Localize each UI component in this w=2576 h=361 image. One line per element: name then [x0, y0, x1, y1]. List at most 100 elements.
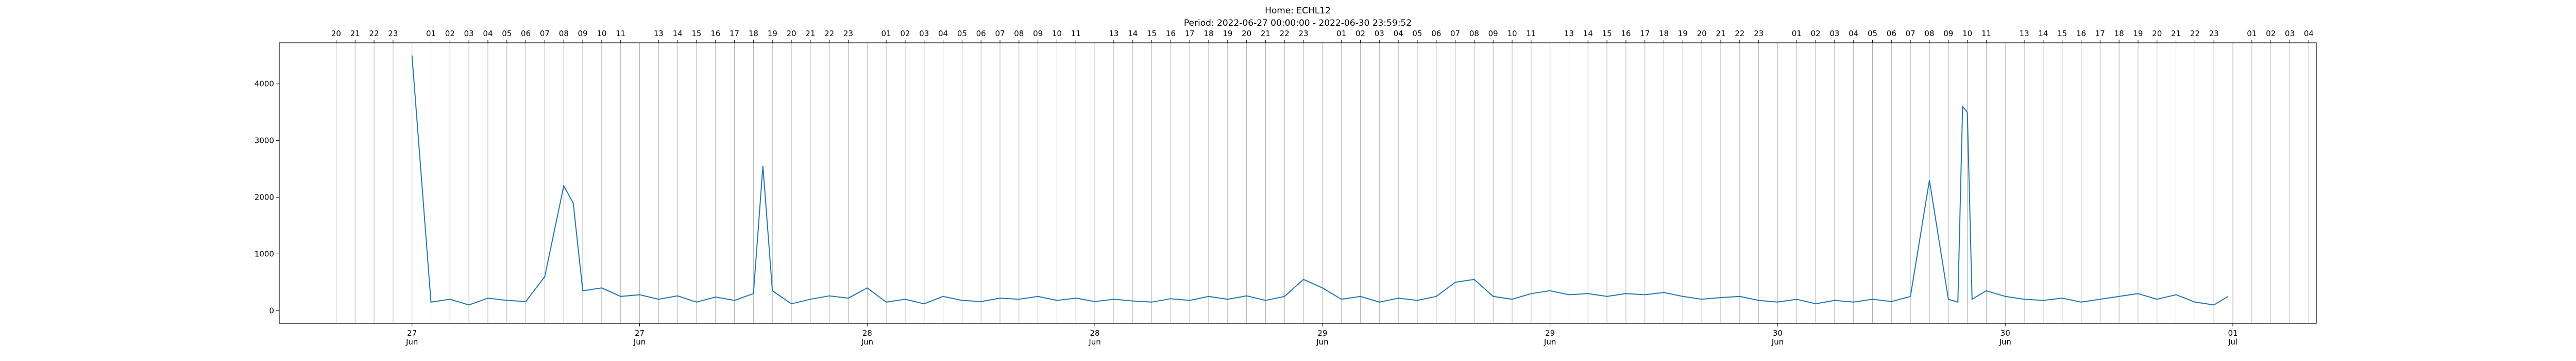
- top-tick-label: 23: [388, 29, 398, 38]
- top-tick-label: 07: [1450, 29, 1460, 38]
- top-tick-label: 04: [1394, 29, 1403, 38]
- top-tick-label: 02: [1355, 29, 1365, 38]
- top-tick-label: 22: [369, 29, 379, 38]
- top-tick-label: 20: [331, 29, 341, 38]
- top-tick-label: 15: [1147, 29, 1157, 38]
- top-tick-label: 04: [1849, 29, 1858, 38]
- top-tick-label: 19: [1223, 29, 1232, 38]
- top-tick-label: 19: [2133, 29, 2143, 38]
- y-tick-label: 2000: [255, 192, 274, 202]
- top-tick-label: 17: [2095, 29, 2105, 38]
- top-tick-label: 21: [805, 29, 815, 38]
- top-tick-label: 20: [786, 29, 796, 38]
- chart-title: Home: ECHL12: [1265, 6, 1331, 16]
- top-tick-label: 22: [1735, 29, 1744, 38]
- top-tick-label: 16: [1621, 29, 1631, 38]
- data-line: [411, 55, 2229, 306]
- top-tick-label: 05: [1412, 29, 1422, 38]
- top-tick-label: 23: [1298, 29, 1308, 38]
- top-tick-label: 11: [1526, 29, 1536, 38]
- top-tick-label: 03: [1829, 29, 1839, 38]
- top-tick-label: 03: [1375, 29, 1384, 38]
- top-tick-label: 20: [1242, 29, 1251, 38]
- top-tick-label: 04: [938, 29, 948, 38]
- top-tick-label: 05: [957, 29, 967, 38]
- x-tick-label: 01 Jul: [2228, 329, 2238, 347]
- top-tick-label: 21: [1716, 29, 1725, 38]
- top-tick-label: 06: [976, 29, 986, 38]
- top-tick-label: 18: [1204, 29, 1213, 38]
- top-tick-label: 18: [1659, 29, 1669, 38]
- top-tick-label: 21: [1261, 29, 1270, 38]
- y-tick-label: 1000: [255, 249, 274, 258]
- top-tick-label: 17: [1640, 29, 1650, 38]
- top-tick-label: 09: [578, 29, 588, 38]
- top-tick-label: 10: [1962, 29, 1972, 38]
- x-tick-label: 28 Jun: [861, 329, 873, 347]
- top-tick-label: 13: [1564, 29, 1574, 38]
- top-tick-label: 06: [521, 29, 531, 38]
- top-tick-label: 11: [616, 29, 625, 38]
- top-tick-label: 10: [1052, 29, 1062, 38]
- top-tick-label: 08: [559, 29, 569, 38]
- top-tick-label: 16: [2076, 29, 2086, 38]
- top-tick-label: 02: [2266, 29, 2276, 38]
- top-tick-label: 01: [1336, 29, 1346, 38]
- top-tick-label: 02: [1811, 29, 1821, 38]
- chart-subtitle: Period: 2022-06-27 00:00:00 - 2022-06-30…: [1184, 18, 1412, 28]
- top-tick-label: 01: [1792, 29, 1802, 38]
- top-tick-label: 10: [597, 29, 606, 38]
- y-tick-label: 3000: [255, 136, 274, 145]
- top-tick-label: 14: [1583, 29, 1593, 38]
- top-tick-label: 02: [445, 29, 455, 38]
- top-tick-label: 13: [2019, 29, 2029, 38]
- top-tick-label: 17: [1185, 29, 1195, 38]
- top-tick-label: 04: [483, 29, 493, 38]
- x-tick-label: 30 Jun: [1771, 329, 1784, 347]
- top-tick-label: 08: [1014, 29, 1024, 38]
- top-tick-label: 07: [995, 29, 1005, 38]
- top-tick-label: 20: [1697, 29, 1707, 38]
- top-tick-label: 11: [1071, 29, 1081, 38]
- x-tick-label: 27 Jun: [633, 329, 646, 347]
- top-tick-label: 21: [2171, 29, 2181, 38]
- top-tick-label: 01: [426, 29, 436, 38]
- top-tick-label: 08: [1469, 29, 1479, 38]
- top-tick-label: 01: [2247, 29, 2257, 38]
- top-tick-label: 14: [673, 29, 683, 38]
- top-tick-label: 09: [1943, 29, 1953, 38]
- top-tick-label: 06: [1431, 29, 1441, 38]
- x-tick-label: 28 Jun: [1088, 329, 1100, 347]
- top-tick-label: 02: [900, 29, 910, 38]
- top-tick-label: 20: [2152, 29, 2162, 38]
- top-tick-label: 18: [2114, 29, 2124, 38]
- top-tick-label: 15: [691, 29, 701, 38]
- top-tick-label: 19: [768, 29, 777, 38]
- x-tick-label: 29 Jun: [1544, 329, 1556, 347]
- top-tick-label: 09: [1033, 29, 1043, 38]
- top-tick-label: 10: [1507, 29, 1517, 38]
- top-tick-label: 19: [1678, 29, 1688, 38]
- top-tick-label: 16: [710, 29, 720, 38]
- top-tick-label: 21: [350, 29, 360, 38]
- y-tick-label: 4000: [255, 79, 274, 89]
- plot-frame: [279, 42, 2317, 324]
- top-tick-label: 09: [1488, 29, 1498, 38]
- top-tick-label: 03: [919, 29, 929, 38]
- top-tick-label: 14: [2038, 29, 2048, 38]
- top-tick-label: 13: [1109, 29, 1118, 38]
- top-tick-label: 11: [1981, 29, 1991, 38]
- top-tick-label: 22: [1280, 29, 1290, 38]
- x-tick-label: 29 Jun: [1316, 329, 1328, 347]
- top-tick-label: 17: [730, 29, 739, 38]
- top-tick-label: 03: [464, 29, 474, 38]
- top-tick-label: 23: [2209, 29, 2219, 38]
- top-tick-label: 06: [1887, 29, 1896, 38]
- top-tick-label: 05: [1868, 29, 1877, 38]
- top-tick-label: 08: [1924, 29, 1934, 38]
- top-tick-label: 15: [1602, 29, 1612, 38]
- top-tick-label: 04: [2304, 29, 2314, 38]
- top-tick-label: 23: [843, 29, 853, 38]
- top-tick-label: 14: [1128, 29, 1138, 38]
